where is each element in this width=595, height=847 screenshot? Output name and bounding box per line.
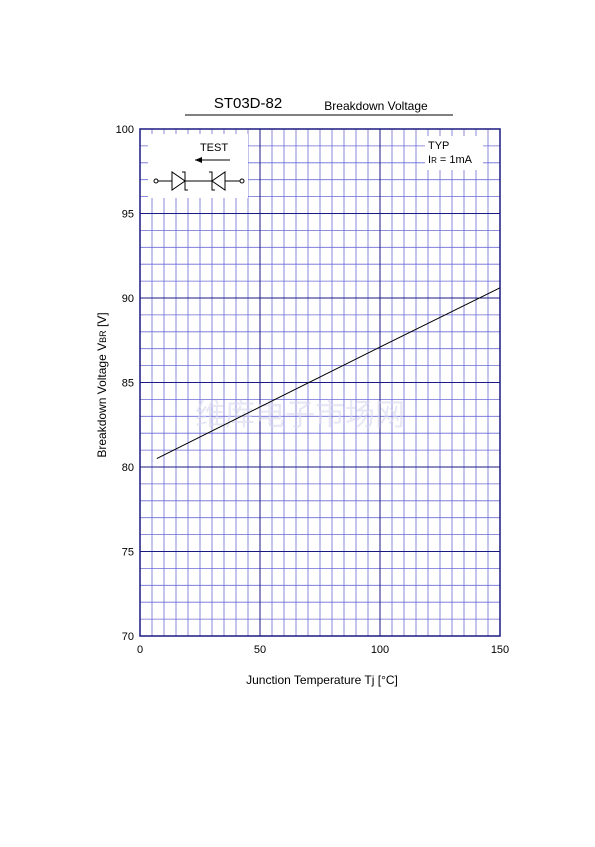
watermark: 维库电子市场网 bbox=[195, 399, 405, 432]
y-tick-label: 75 bbox=[122, 547, 134, 559]
condition: IR = 1mA bbox=[428, 154, 473, 166]
test-box-bg bbox=[148, 134, 248, 198]
y-label-sub: BR bbox=[98, 330, 108, 343]
test-box: TEST bbox=[148, 134, 248, 198]
y-tick-label: 95 bbox=[122, 209, 134, 221]
cond-rest: = 1mA bbox=[437, 154, 473, 166]
x-tick-label: 0 bbox=[137, 644, 143, 656]
x-axis-label: Junction Temperature Tj [°C] bbox=[246, 673, 398, 687]
x-tick-label: 50 bbox=[254, 644, 266, 656]
y-tick-label: 80 bbox=[122, 462, 134, 474]
grid bbox=[139, 128, 501, 637]
test-label: TEST bbox=[200, 142, 228, 154]
terminal bbox=[239, 178, 245, 184]
terminal bbox=[153, 178, 159, 184]
x-tick-label: 100 bbox=[371, 644, 389, 656]
cond-sub: R bbox=[431, 156, 437, 165]
y-tick-label: 100 bbox=[116, 124, 134, 136]
y-label-suffix: [V] bbox=[95, 312, 109, 330]
typ-box-bg bbox=[425, 136, 483, 170]
y-axis-label: Breakdown Voltage VBR [V] bbox=[95, 312, 109, 457]
arrow-head bbox=[195, 157, 202, 163]
chart-title: ST03D-82 bbox=[214, 95, 282, 112]
chart-subtitle: Breakdown Voltage bbox=[324, 99, 428, 113]
typ-label: TYP bbox=[428, 140, 449, 152]
x-tick-label: 150 bbox=[491, 644, 509, 656]
y-tick-label: 85 bbox=[122, 378, 134, 390]
plot-border bbox=[139, 128, 501, 637]
y-label-main: Breakdown Voltage V bbox=[95, 343, 109, 458]
zener-bar bbox=[209, 171, 215, 191]
typ-box: TYP IR = 1mA bbox=[425, 136, 483, 170]
data-line bbox=[156, 287, 501, 459]
y-tick-label: 70 bbox=[122, 631, 134, 643]
diode bbox=[211, 171, 226, 191]
cond-i: I bbox=[428, 154, 431, 166]
zener-bar bbox=[182, 171, 188, 191]
diode bbox=[171, 171, 186, 191]
y-tick-label: 90 bbox=[122, 293, 134, 305]
